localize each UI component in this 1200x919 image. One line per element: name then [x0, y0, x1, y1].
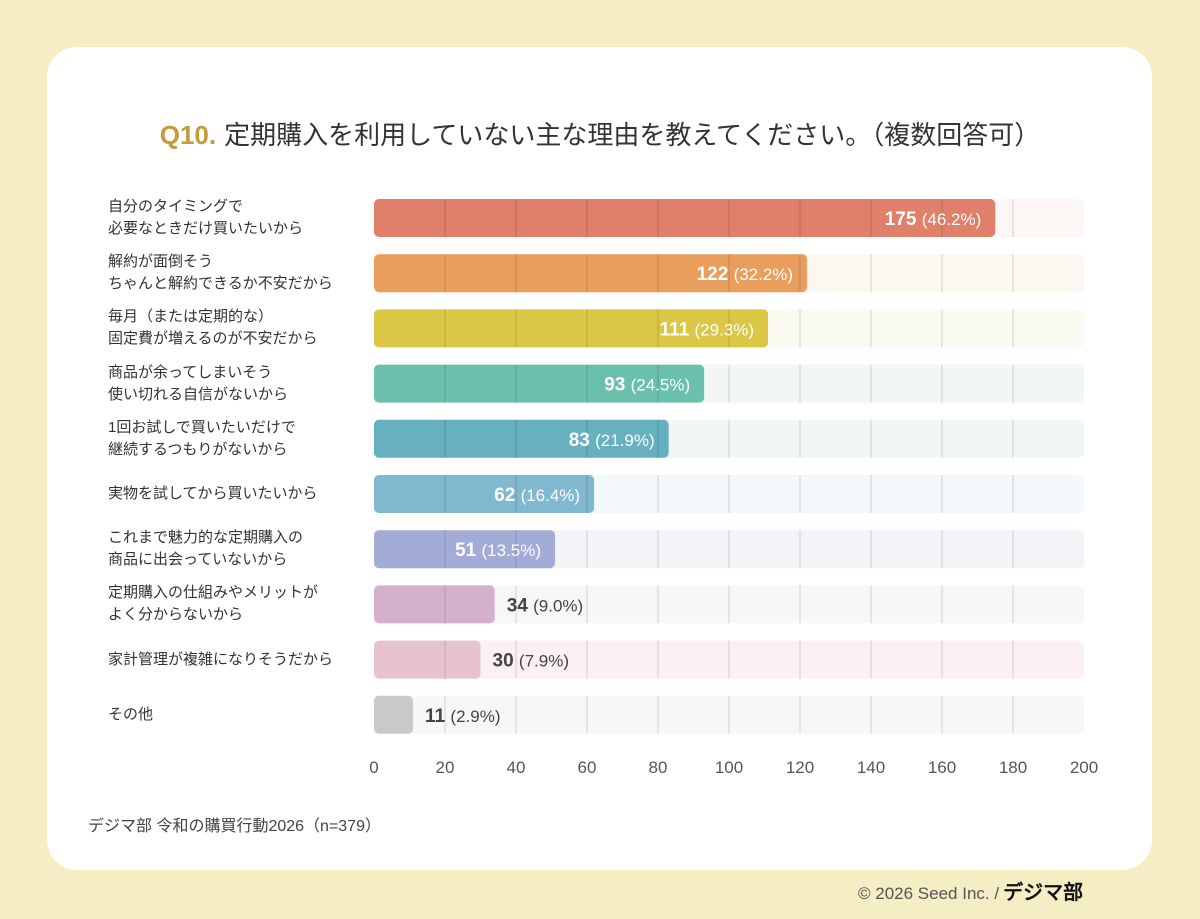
x-tick-label: 200: [1070, 758, 1098, 777]
bar: [374, 309, 769, 348]
x-tick-label: 140: [857, 758, 885, 777]
x-tick-label: 160: [928, 758, 956, 777]
data-label: 93 (24.5%): [604, 375, 690, 396]
bar: [374, 585, 495, 624]
x-tick-label: 100: [715, 758, 743, 777]
logo: デジマ部: [1003, 882, 1084, 904]
bar: [374, 475, 595, 513]
x-tick-label: 0: [369, 758, 378, 777]
data-label: 122 (32.2%): [697, 264, 794, 285]
data-label: 30 (7.9%): [493, 651, 570, 672]
data-label: 111 (29.3%): [660, 319, 754, 340]
bar: [374, 530, 556, 569]
question-text: 定期購入を利用していない主な理由を教えてください。（複数回答可）: [224, 120, 1041, 150]
bar: [374, 364, 705, 403]
bar-track: [374, 640, 1084, 679]
data-label: 34 (9.0%): [507, 595, 584, 616]
category-label: 定期購入の仕組みやメリットが よく分からないから: [108, 584, 319, 624]
copyright: © 2026 Seed Inc. / デジマ部: [858, 876, 1083, 905]
category-label: 解約が面倒そう ちゃんと解約できるか不安だから: [108, 253, 333, 293]
category-label: 商品が余ってしまいそう 使い切れる自信がないから: [108, 363, 289, 403]
bar: [374, 254, 808, 293]
data-label: 175 (46.2%): [885, 209, 982, 230]
data-label: 83 (21.9%): [569, 430, 655, 451]
bar: [374, 640, 481, 679]
category-label: 自分のタイミングで 必要なときだけ買いたいから: [108, 198, 304, 237]
x-tick-label: 120: [786, 758, 814, 777]
category-label: これまで魅力的な定期購入の 商品に出会っていないから: [108, 529, 304, 569]
data-label: 51 (13.5%): [455, 540, 541, 561]
category-label: 1回お試しで買いたいだけで 継続するつもりがないから: [108, 418, 296, 458]
category-label: 家計管理が複雑になりそうだから: [108, 650, 334, 668]
bar-track: [374, 695, 1084, 734]
category-label: その他: [108, 705, 154, 723]
source-note: デジマ部 令和の購買行動2026（n=379）: [88, 818, 381, 835]
x-tick-label: 60: [578, 758, 597, 777]
x-tick-label: 40: [507, 758, 526, 777]
chart-title: Q10. 定期購入を利用していない主な理由を教えてください。（複数回答可）: [0, 115, 1200, 152]
bar-track: [374, 585, 1084, 624]
bar: [374, 695, 414, 734]
bar: [374, 419, 669, 458]
category-label: 実物を試してから買いたいから: [108, 485, 318, 502]
x-tick-label: 180: [999, 758, 1027, 777]
data-label: 62 (16.4%): [494, 485, 580, 506]
copyright-text: © 2026 Seed Inc. /: [858, 884, 1000, 903]
category-label: 毎月（または定期的な） 固定費が増えるのが不安だから: [108, 308, 318, 348]
data-label: 11 (2.9%): [425, 706, 500, 727]
bar: [374, 199, 996, 237]
x-tick-label: 20: [436, 758, 455, 777]
x-tick-label: 80: [649, 758, 668, 777]
question-number: Q10.: [159, 120, 217, 150]
